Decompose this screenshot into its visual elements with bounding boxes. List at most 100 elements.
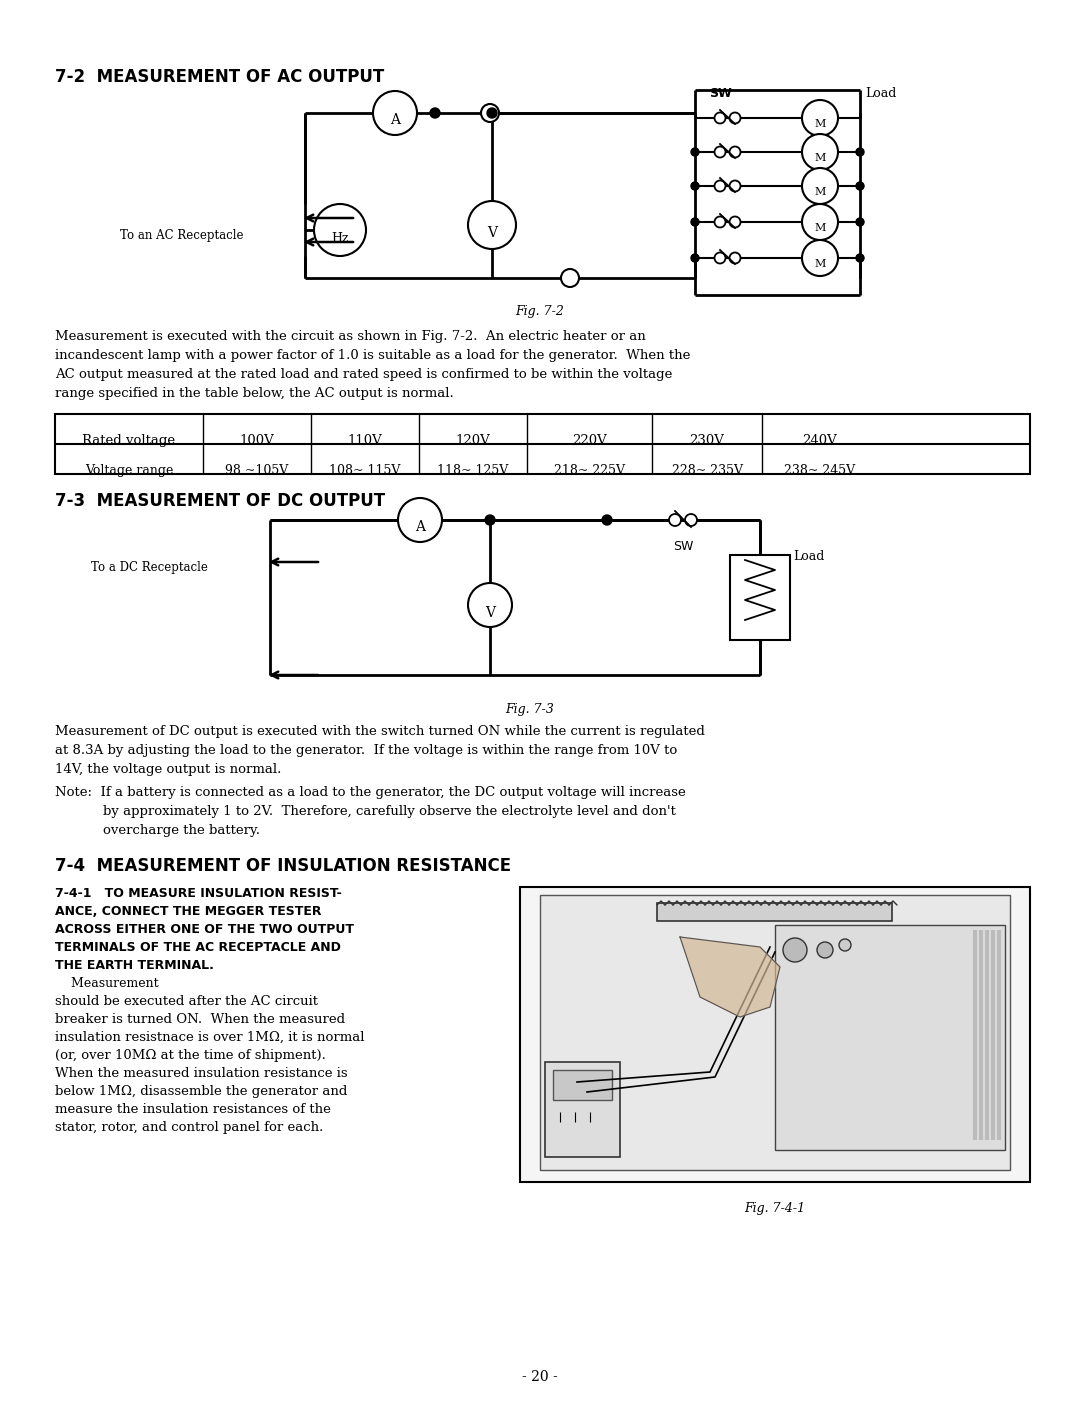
Text: stator, rotor, and control panel for each.: stator, rotor, and control panel for eac…: [55, 1122, 323, 1134]
Circle shape: [729, 181, 741, 192]
Circle shape: [816, 942, 833, 958]
Circle shape: [715, 252, 726, 264]
Circle shape: [715, 181, 726, 192]
Circle shape: [802, 135, 838, 170]
Text: 238~ 245V: 238~ 245V: [784, 464, 855, 477]
Text: 7-3  MEASUREMENT OF DC OUTPUT: 7-3 MEASUREMENT OF DC OUTPUT: [55, 492, 386, 510]
Text: 120V: 120V: [456, 435, 490, 447]
Bar: [730, 555, 789, 639]
Text: To a DC Receptacle: To a DC Receptacle: [91, 561, 208, 573]
Text: insulation resistnace is over 1MΩ, it is normal: insulation resistnace is over 1MΩ, it is…: [55, 1030, 365, 1044]
Text: 240V: 240V: [802, 435, 837, 447]
Text: breaker is turned ON.  When the measured: breaker is turned ON. When the measured: [55, 1014, 346, 1026]
Circle shape: [468, 200, 516, 250]
Text: 14V, the voltage output is normal.: 14V, the voltage output is normal.: [55, 763, 282, 775]
Text: Load: Load: [865, 87, 896, 100]
Text: Measurement of DC output is executed with the switch turned ON while the current: Measurement of DC output is executed wit…: [55, 725, 705, 737]
Circle shape: [729, 216, 741, 227]
Circle shape: [856, 217, 864, 226]
Text: M: M: [814, 223, 826, 233]
Text: SW: SW: [673, 540, 693, 552]
Text: 118~ 125V: 118~ 125V: [437, 464, 509, 477]
Circle shape: [856, 182, 864, 191]
Circle shape: [430, 108, 440, 118]
Bar: [55, 414, 1030, 474]
Circle shape: [856, 254, 864, 262]
Circle shape: [802, 168, 838, 205]
Circle shape: [481, 104, 499, 122]
Text: THE EARTH TERMINAL.: THE EARTH TERMINAL.: [55, 959, 214, 972]
Bar: [540, 894, 1010, 1171]
Circle shape: [802, 100, 838, 136]
Text: 228~ 235V: 228~ 235V: [672, 464, 743, 477]
Text: 110V: 110V: [348, 435, 382, 447]
Text: Measurement: Measurement: [55, 977, 159, 990]
Circle shape: [373, 91, 417, 135]
Circle shape: [856, 149, 864, 156]
Text: Measurement is executed with the circuit as shown in Fig. 7-2.  An electric heat: Measurement is executed with the circuit…: [55, 329, 646, 343]
Text: 230V: 230V: [689, 435, 725, 447]
Circle shape: [783, 938, 807, 962]
Bar: [553, 1070, 612, 1101]
Text: incandescent lamp with a power factor of 1.0 is suitable as a load for the gener: incandescent lamp with a power factor of…: [55, 349, 690, 362]
Circle shape: [691, 217, 699, 226]
Text: range specified in the table below, the AC output is normal.: range specified in the table below, the …: [55, 387, 454, 400]
Text: M: M: [814, 119, 826, 129]
Circle shape: [602, 515, 612, 524]
Circle shape: [487, 108, 497, 118]
Polygon shape: [680, 937, 780, 1016]
Text: 7-4-1   TO MEASURE INSULATION RESIST-: 7-4-1 TO MEASURE INSULATION RESIST-: [55, 887, 341, 900]
Text: When the measured insulation resistance is: When the measured insulation resistance …: [55, 1067, 348, 1080]
Bar: [657, 903, 892, 921]
Text: at 8.3A by adjusting the load to the generator.  If the voltage is within the ra: at 8.3A by adjusting the load to the gen…: [55, 744, 677, 757]
Text: ACROSS EITHER ONE OF THE TWO OUTPUT: ACROSS EITHER ONE OF THE TWO OUTPUT: [55, 923, 354, 937]
Text: measure the insulation resistances of the: measure the insulation resistances of th…: [55, 1103, 330, 1116]
Text: To an AC Receptacle: To an AC Receptacle: [120, 229, 243, 241]
Text: Rated voltage: Rated voltage: [82, 435, 176, 447]
Text: 108~ 115V: 108~ 115V: [329, 464, 401, 477]
Text: TERMINALS OF THE AC RECEPTACLE AND: TERMINALS OF THE AC RECEPTACLE AND: [55, 941, 341, 953]
Text: M: M: [814, 153, 826, 163]
Text: Fig. 7-3: Fig. 7-3: [505, 702, 554, 716]
Text: Hz: Hz: [332, 231, 349, 244]
Circle shape: [729, 146, 741, 157]
Text: SW: SW: [708, 87, 731, 100]
Text: Voltage range: Voltage range: [85, 464, 173, 477]
Text: M: M: [814, 259, 826, 269]
Bar: [545, 1061, 620, 1157]
Circle shape: [715, 146, 726, 157]
Circle shape: [802, 240, 838, 276]
Text: Load: Load: [793, 550, 824, 564]
Circle shape: [839, 939, 851, 951]
Text: 7-4  MEASUREMENT OF INSULATION RESISTANCE: 7-4 MEASUREMENT OF INSULATION RESISTANCE: [55, 857, 511, 875]
Text: Fig. 7-4-1: Fig. 7-4-1: [744, 1202, 806, 1216]
Text: (or, over 10MΩ at the time of shipment).: (or, over 10MΩ at the time of shipment).: [55, 1049, 326, 1061]
Text: AC output measured at the rated load and rated speed is confirmed to be within t: AC output measured at the rated load and…: [55, 367, 673, 381]
Circle shape: [729, 252, 741, 264]
Text: overcharge the battery.: overcharge the battery.: [103, 824, 260, 837]
Circle shape: [669, 515, 681, 526]
Circle shape: [685, 515, 697, 526]
Text: Fig. 7-2: Fig. 7-2: [515, 306, 565, 318]
Text: - 20 -: - 20 -: [522, 1370, 558, 1384]
Circle shape: [691, 182, 699, 191]
Text: ANCE, CONNECT THE MEGGER TESTER: ANCE, CONNECT THE MEGGER TESTER: [55, 906, 322, 918]
Circle shape: [715, 216, 726, 227]
Text: 98 ~105V: 98 ~105V: [226, 464, 288, 477]
Circle shape: [485, 515, 495, 524]
Text: should be executed after the AC circuit: should be executed after the AC circuit: [55, 995, 318, 1008]
Text: Note:  If a battery is connected as a load to the generator, the DC output volta: Note: If a battery is connected as a loa…: [55, 787, 686, 799]
Text: 218~ 225V: 218~ 225V: [554, 464, 625, 477]
Circle shape: [802, 205, 838, 240]
Text: 7-2  MEASUREMENT OF AC OUTPUT: 7-2 MEASUREMENT OF AC OUTPUT: [55, 69, 384, 86]
Circle shape: [691, 254, 699, 262]
Circle shape: [691, 149, 699, 156]
Text: M: M: [814, 186, 826, 198]
Text: V: V: [485, 606, 495, 620]
Bar: [519, 887, 1030, 1182]
Circle shape: [715, 112, 726, 123]
Text: A: A: [415, 520, 426, 534]
Circle shape: [399, 498, 442, 543]
Text: 100V: 100V: [240, 435, 274, 447]
Text: A: A: [390, 114, 400, 128]
